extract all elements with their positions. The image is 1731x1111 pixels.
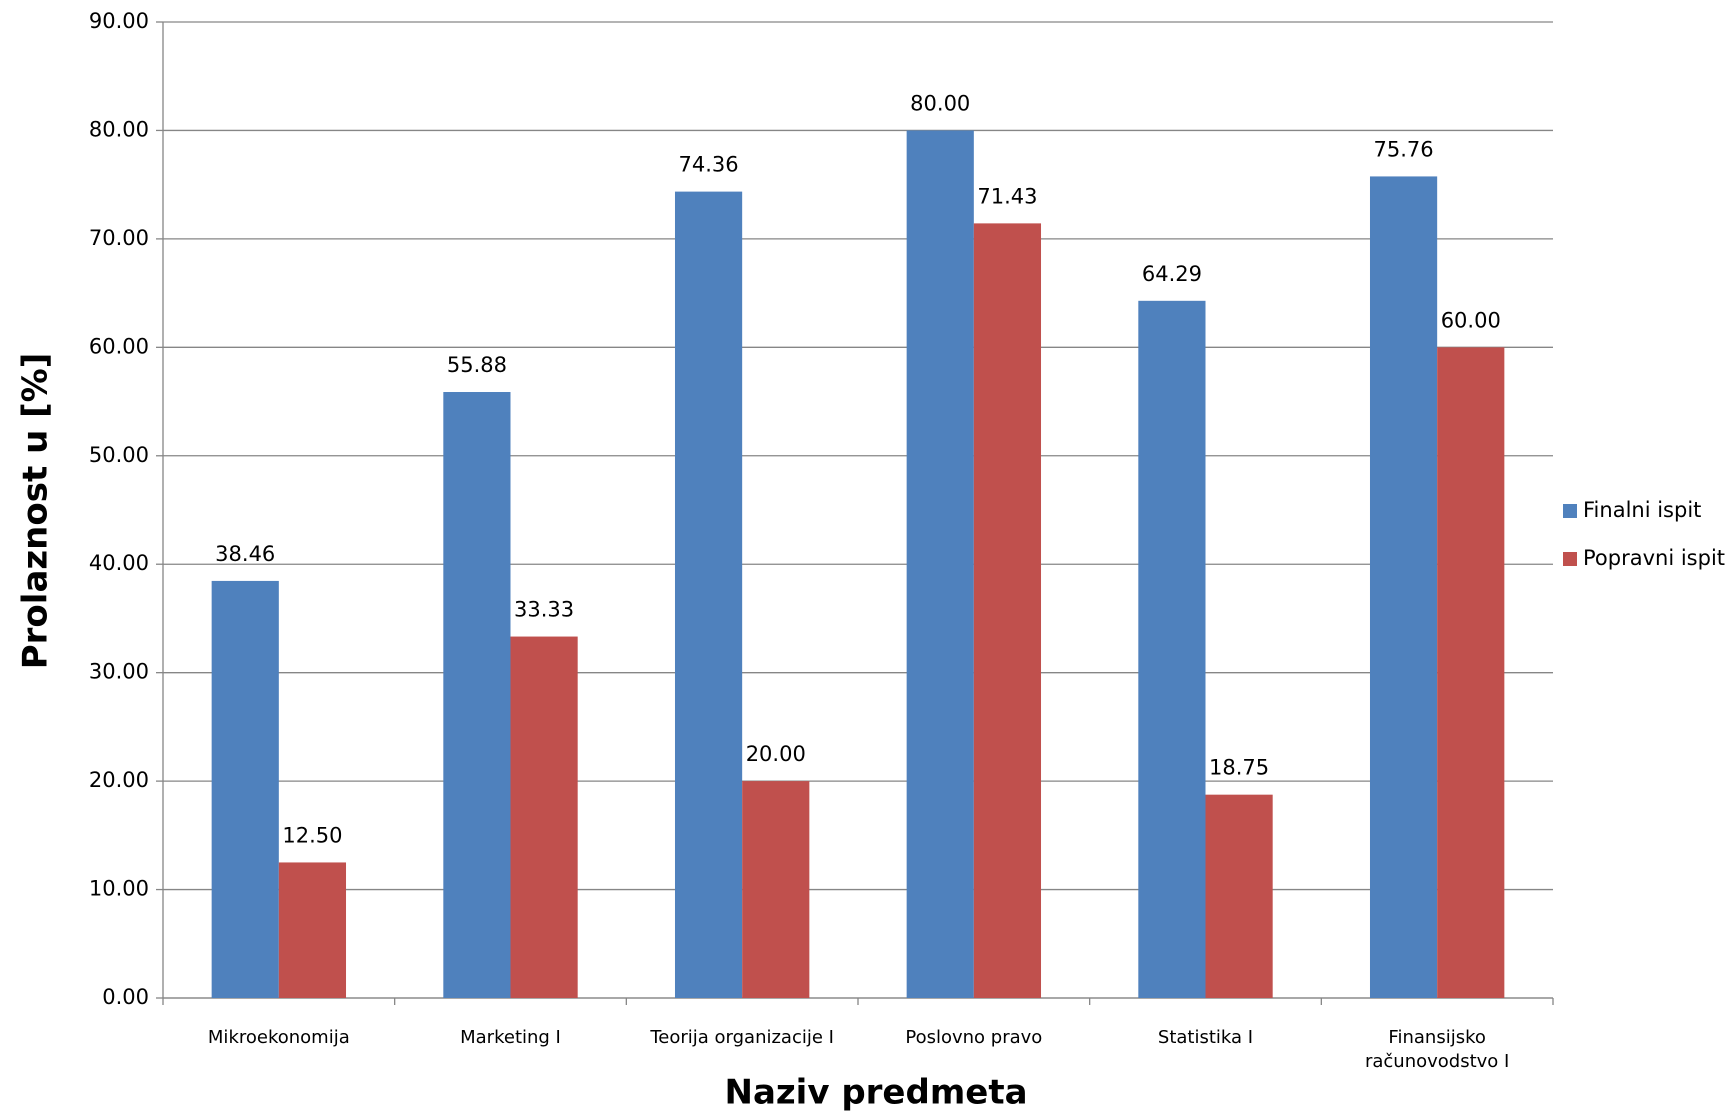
bar	[906, 130, 974, 998]
bar	[973, 223, 1042, 998]
x-tick-label: Finansijsko računovodstvo I	[1364, 1027, 1510, 1072]
bar	[1205, 794, 1273, 998]
value-label: 20.00	[746, 742, 806, 766]
legend-swatch	[1563, 552, 1577, 566]
y-tick-label: 80.00	[89, 117, 149, 141]
value-label: 60.00	[1441, 308, 1501, 332]
value-label: 38.46	[215, 542, 275, 566]
x-tick-label: Marketing I	[460, 1027, 561, 1048]
bar	[1369, 176, 1438, 998]
bar	[211, 580, 279, 998]
value-label: 64.29	[1142, 262, 1202, 286]
x-tick-label: Teorija organizacije I	[650, 1027, 834, 1048]
value-label: 71.43	[977, 184, 1037, 208]
bar	[1437, 347, 1505, 998]
bar	[1138, 300, 1206, 998]
x-tick-label: Poslovno pravo	[905, 1027, 1043, 1048]
x-tick-label: Statistika I	[1157, 1027, 1254, 1048]
y-tick-label: 90.00	[89, 9, 149, 33]
value-label: 55.88	[447, 353, 507, 377]
y-tick-label: 30.00	[89, 660, 149, 684]
x-axis-title: Naziv predmeta	[724, 1073, 1027, 1111]
legend-label: Finalni ispit	[1583, 498, 1701, 522]
y-tick-label: 20.00	[89, 768, 149, 792]
bar	[742, 781, 810, 998]
value-label: 12.50	[282, 823, 342, 847]
value-label: 75.76	[1374, 137, 1434, 161]
y-tick-label: 40.00	[89, 551, 149, 575]
y-tick-label: 50.00	[89, 443, 149, 467]
y-tick-label: 70.00	[89, 226, 149, 250]
value-label: 80.00	[910, 91, 970, 115]
bar	[278, 862, 347, 998]
bar	[510, 636, 578, 998]
legend-swatch	[1563, 504, 1577, 518]
value-label: 33.33	[514, 598, 574, 622]
x-tick-label: Mikroekonomija	[207, 1027, 350, 1048]
y-tick-label: 10.00	[89, 877, 149, 901]
value-label: 74.36	[679, 153, 739, 177]
y-tick-label: 60.00	[89, 334, 149, 358]
y-axis-title: Prolaznost u [%]	[16, 353, 56, 670]
legend-label: Popravni ispit	[1583, 546, 1725, 570]
bar	[443, 392, 511, 998]
bar	[674, 191, 743, 998]
value-label: 18.75	[1209, 756, 1269, 780]
y-tick-label: 0.00	[102, 985, 149, 1009]
